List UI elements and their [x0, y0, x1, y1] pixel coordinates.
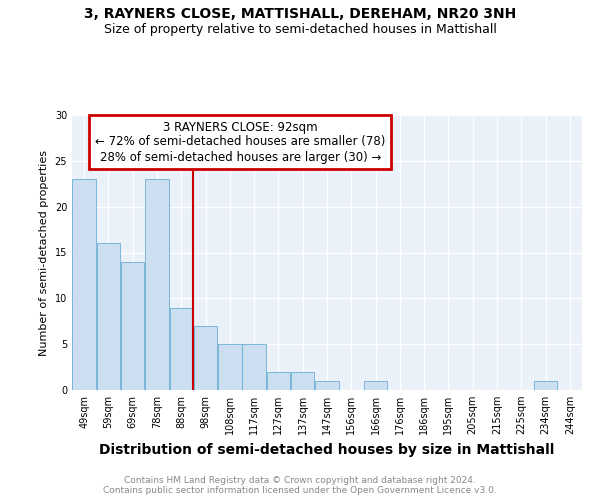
Bar	[315, 381, 339, 390]
Text: 3, RAYNERS CLOSE, MATTISHALL, DEREHAM, NR20 3NH: 3, RAYNERS CLOSE, MATTISHALL, DEREHAM, N…	[84, 8, 516, 22]
Bar	[364, 381, 388, 390]
Bar	[73, 179, 96, 390]
Text: Size of property relative to semi-detached houses in Mattishall: Size of property relative to semi-detach…	[104, 22, 496, 36]
Bar	[97, 244, 120, 390]
Bar	[242, 344, 266, 390]
Bar	[121, 262, 145, 390]
Text: Contains HM Land Registry data © Crown copyright and database right 2024.
Contai: Contains HM Land Registry data © Crown c…	[103, 476, 497, 495]
Bar	[534, 381, 557, 390]
Bar	[266, 372, 290, 390]
Bar	[145, 179, 169, 390]
Y-axis label: Number of semi-detached properties: Number of semi-detached properties	[39, 150, 49, 356]
Bar	[194, 326, 217, 390]
Bar	[170, 308, 193, 390]
Text: 3 RAYNERS CLOSE: 92sqm
← 72% of semi-detached houses are smaller (78)
28% of sem: 3 RAYNERS CLOSE: 92sqm ← 72% of semi-det…	[95, 120, 385, 164]
Bar	[218, 344, 242, 390]
X-axis label: Distribution of semi-detached houses by size in Mattishall: Distribution of semi-detached houses by …	[100, 442, 554, 456]
Bar	[291, 372, 314, 390]
